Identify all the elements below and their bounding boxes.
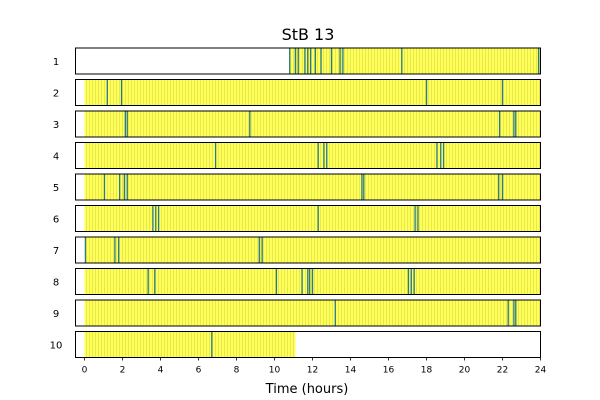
row-9-fill [84,300,541,326]
x-tick-label: 2 [120,366,126,376]
x-tick-label: 24 [535,366,547,376]
chart-title: StB 13 [282,25,335,44]
row-10-frame [75,331,541,358]
x-tick-label: 12 [307,366,318,376]
row-label: 8 [53,278,59,289]
row-4-fill [84,142,541,169]
x-axis-label: Time (hours) [265,382,349,397]
x-tick-label: 8 [234,366,240,376]
row-3-frame [75,110,541,138]
row-7: 7 [53,236,541,264]
row-label: 2 [53,89,59,100]
x-tick-label: 10 [269,366,281,376]
row-3-fill [84,111,541,137]
row-2: 2 [53,79,541,106]
row-1: 1 [53,47,541,75]
x-tick-label: 18 [421,366,433,376]
x-tick-label: 0 [82,366,88,376]
row-2-frame [75,79,541,106]
row-4-frame [75,142,541,169]
row-9: 9 [53,299,541,327]
row-label: 4 [53,152,59,163]
row-label: 6 [53,215,59,226]
row-2-fill [84,79,541,106]
row-label: 9 [53,309,59,320]
row-10-fill [84,331,296,358]
row-6-fill [84,205,541,232]
row-label: 5 [53,183,59,194]
row-8-frame [75,268,541,295]
row-6: 6 [53,205,541,232]
row-7-fill [84,237,541,263]
row-label: 1 [53,57,59,68]
x-tick-label: 6 [196,366,202,376]
x-tick-label: 16 [383,366,395,376]
x-tick-label: 14 [345,366,357,376]
row-label: 3 [53,120,59,131]
row-10: 10 [50,331,541,358]
x-tick-label: 20 [459,366,471,376]
row-4: 4 [53,142,541,169]
rows-layer: 1 2 3 4 5 6 7 8 9 10 [50,47,541,358]
row-6-frame [75,205,541,232]
row-label: 10 [50,341,63,352]
row-5-fill [84,174,541,200]
x-tick-label: 22 [497,366,508,376]
row-8: 8 [53,268,541,295]
row-1-fill [289,48,541,74]
row-3: 3 [53,110,541,138]
row-7-frame [75,236,541,264]
row-1-frame [75,47,541,75]
row-9-frame [75,299,541,327]
row-5: 5 [53,173,541,201]
row-label: 7 [53,246,59,257]
row-5-frame [75,173,541,201]
x-tick-label: 4 [158,366,164,376]
x-axis-ticks: 0 2 4 6 8 10 12 14 16 18 20 22 24 [82,357,547,376]
